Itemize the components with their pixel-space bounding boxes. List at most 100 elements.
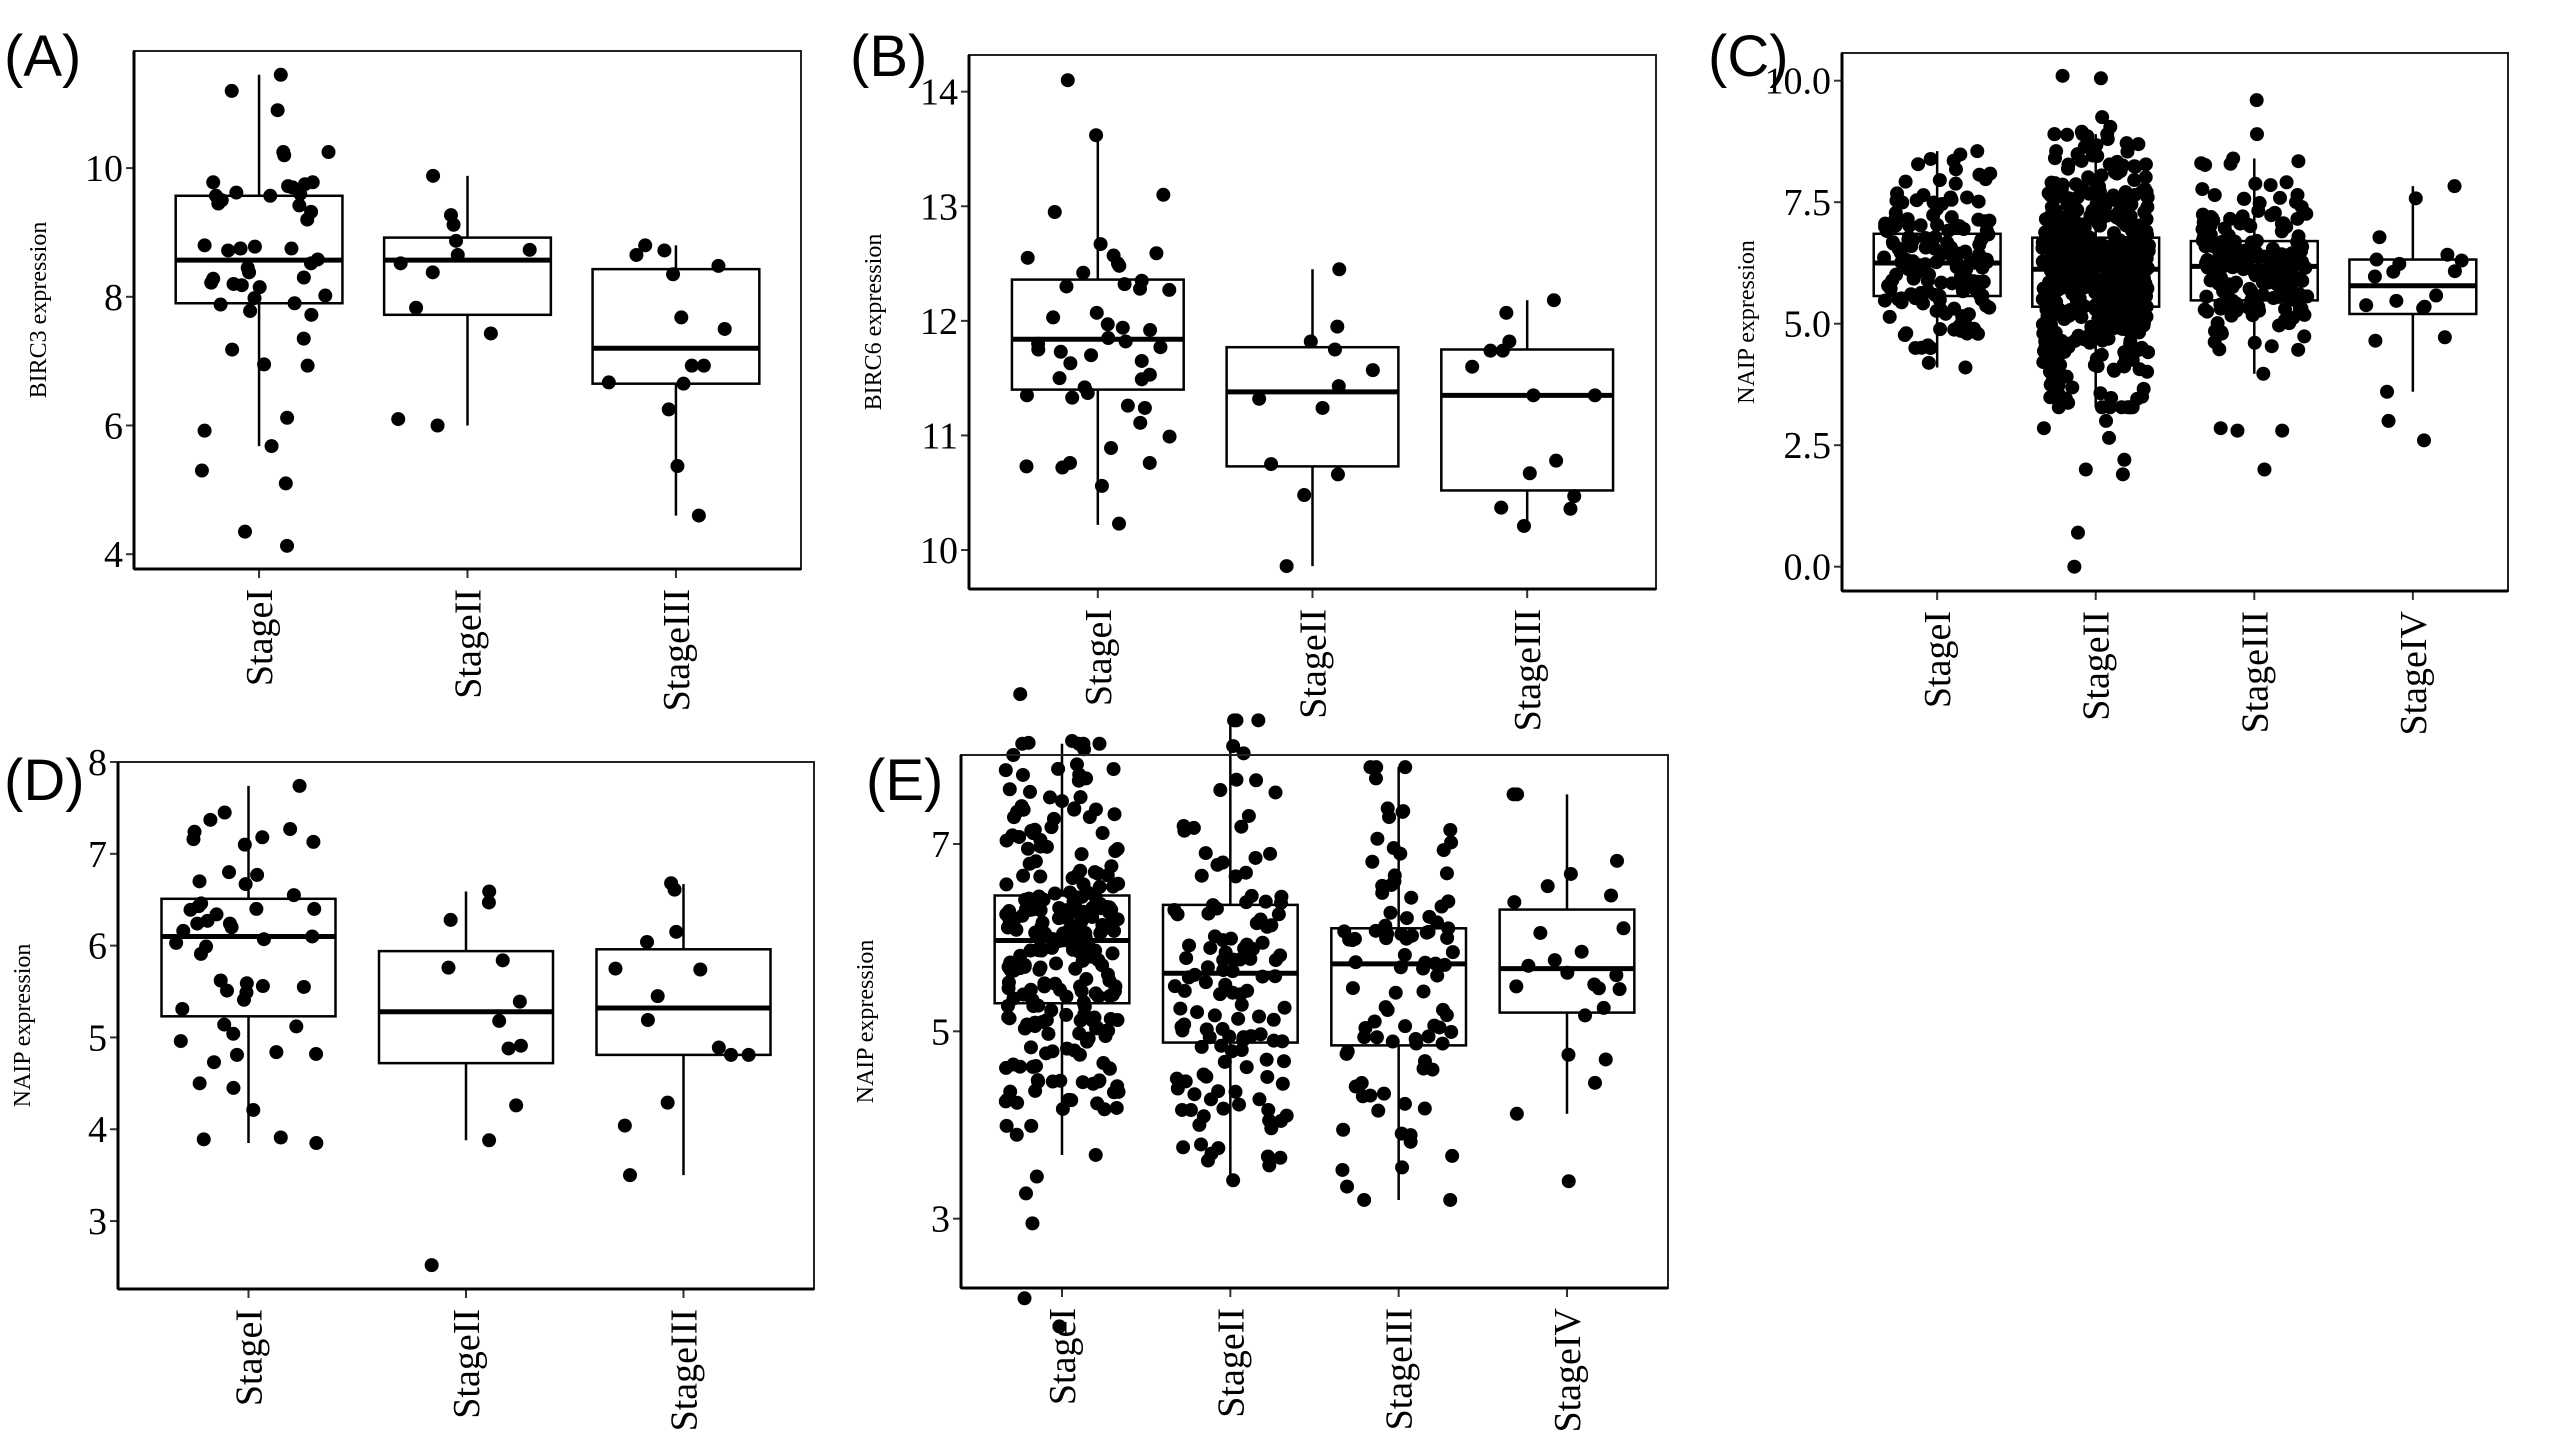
data-point (2044, 317, 2059, 332)
data-point (1134, 372, 1149, 387)
data-point (667, 882, 682, 897)
data-point (1417, 1054, 1432, 1069)
data-point (1112, 516, 1127, 531)
data-point (1194, 868, 1209, 883)
data-point (247, 291, 262, 306)
data-point (1103, 1011, 1118, 1026)
data-point (292, 778, 307, 793)
data-point (1365, 363, 1380, 378)
data-point (1929, 255, 1944, 270)
data-point (2055, 68, 2070, 83)
data-point (2042, 364, 2057, 379)
data-point (2237, 191, 2252, 206)
data-point (1906, 265, 1921, 280)
data-point (2247, 266, 2262, 281)
data-point (1088, 1147, 1103, 1162)
data-point (1494, 500, 1509, 515)
data-point (1028, 854, 1043, 869)
data-point (1379, 931, 1394, 946)
data-point (1203, 1092, 1218, 1107)
data-point (1335, 1162, 1350, 1177)
data-point (2380, 384, 2395, 399)
data-point (2372, 230, 2387, 245)
data-point (1419, 925, 1434, 940)
data-point (309, 1046, 324, 1061)
data-point (2047, 345, 2062, 360)
data-point (286, 888, 301, 903)
data-point (1918, 231, 1933, 246)
data-point (2117, 452, 2132, 467)
data-point (482, 1133, 497, 1148)
data-point (2090, 359, 2105, 374)
data-point (1439, 1008, 1454, 1023)
data-point (1971, 278, 1986, 293)
data-point (186, 832, 201, 847)
data-point (1076, 265, 1091, 280)
panel-a: (A) BIRC3 expression 4 6 8 10 StageI StageII Sta… (4, 24, 802, 711)
data-point (1340, 1044, 1355, 1059)
data-point (1276, 1054, 1291, 1069)
data-point (2102, 157, 2117, 172)
data-point (321, 145, 336, 160)
data-point (229, 185, 244, 200)
data-point (1239, 937, 1254, 952)
data-point (2140, 364, 2155, 379)
category-group-stageiv (2348, 179, 2478, 448)
data-point (1174, 1019, 1189, 1034)
data-point (1073, 863, 1088, 878)
data-point (1248, 850, 1263, 865)
data-point (1348, 955, 1363, 970)
data-point (1922, 267, 1937, 282)
data-point (2229, 275, 2244, 290)
data-point (1933, 301, 1948, 316)
data-point (1916, 296, 1931, 311)
data-point (1297, 488, 1312, 503)
data-point (1018, 1186, 1033, 1201)
data-point (1062, 885, 1077, 900)
data-point (284, 241, 299, 256)
data-point (1102, 973, 1117, 988)
data-point (1612, 982, 1627, 997)
data-point (204, 275, 219, 290)
data-point (1395, 804, 1410, 819)
data-point (2196, 215, 2211, 230)
data-point (495, 953, 510, 968)
data-point (2290, 211, 2305, 226)
data-point (1100, 868, 1115, 883)
data-point (1236, 1030, 1251, 1045)
data-point (1236, 746, 1251, 761)
data-point (1255, 969, 1270, 984)
data-point (1380, 1002, 1395, 1017)
data-point (1949, 260, 1964, 275)
data-point (2213, 297, 2228, 312)
data-point (1013, 1059, 1028, 1074)
data-point (1890, 186, 1905, 201)
data-point (2122, 400, 2137, 415)
data-point (1133, 281, 1148, 296)
data-point (287, 296, 302, 311)
data-point (300, 212, 315, 227)
data-point (1258, 894, 1273, 909)
data-point (1944, 248, 1959, 263)
data-point (1251, 1009, 1266, 1024)
data-point (1047, 204, 1062, 219)
data-point (2127, 173, 2142, 188)
data-point (1016, 802, 1031, 817)
data-point (2243, 219, 2258, 234)
data-point (2047, 127, 2062, 142)
data-point (1260, 1069, 1275, 1084)
data-point (1549, 453, 1564, 468)
data-point (640, 934, 655, 949)
data-point (2095, 110, 2110, 125)
data-point (250, 867, 265, 882)
y-tick-label: 0.0 (1784, 547, 1832, 589)
data-point (1445, 945, 1460, 960)
data-point (1081, 885, 1096, 900)
data-point (300, 358, 315, 373)
data-point (1106, 879, 1121, 894)
data-point (221, 243, 236, 258)
data-point (1953, 147, 1968, 162)
data-point (1044, 820, 1059, 835)
data-point (1118, 334, 1133, 349)
